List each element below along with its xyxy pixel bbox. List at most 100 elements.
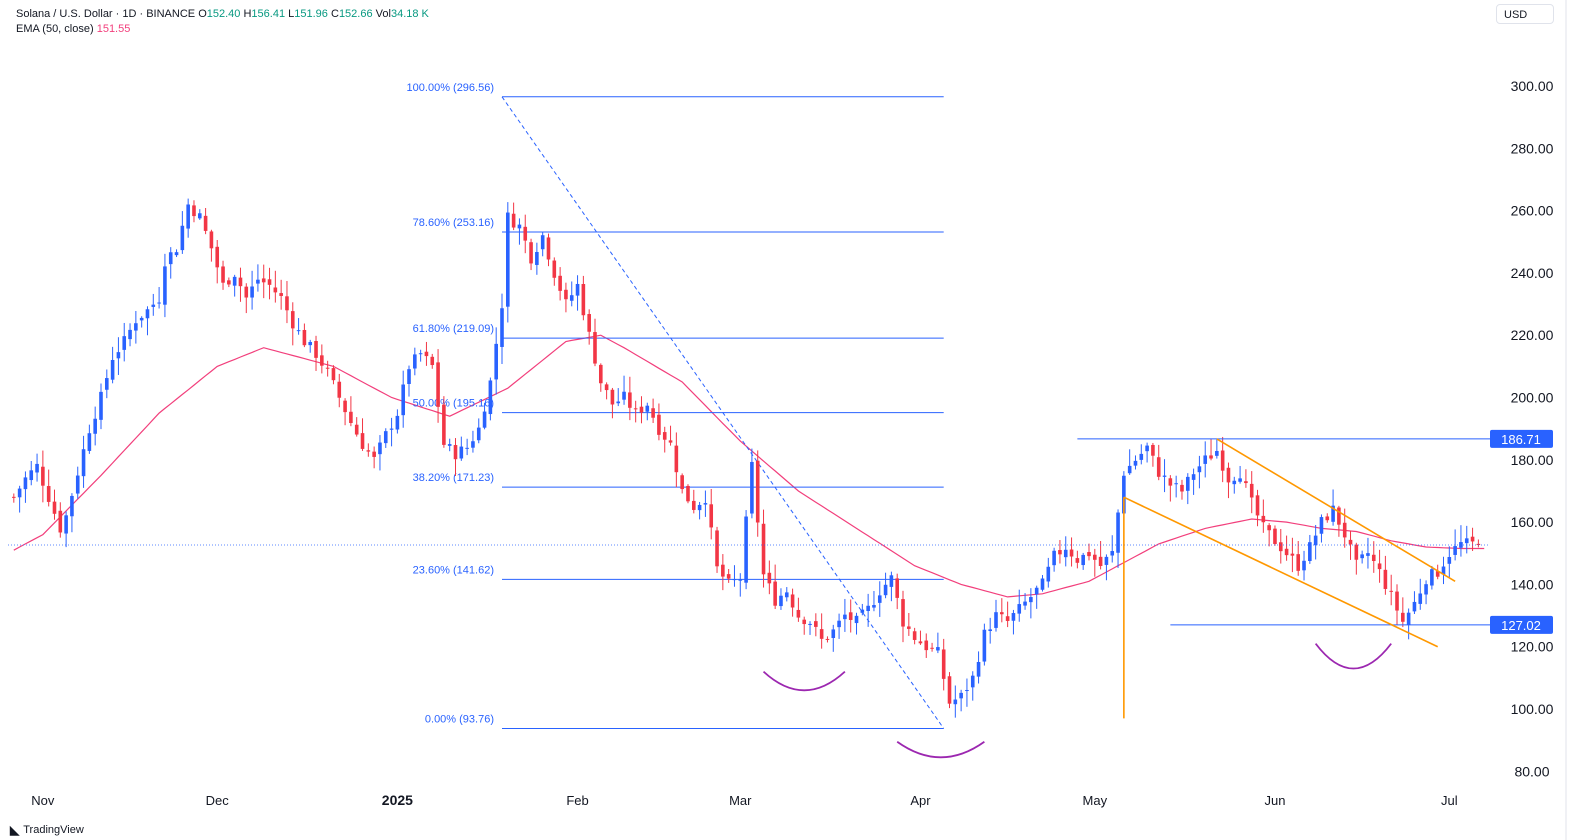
candle-body <box>1249 483 1254 498</box>
time-axis-tick: Jul <box>1441 793 1458 808</box>
candle-body <box>523 226 528 241</box>
candle-body <box>895 578 900 598</box>
candle-body <box>494 343 498 380</box>
candle-body <box>23 477 28 490</box>
candle-body <box>511 213 516 228</box>
candle-body <box>1023 601 1027 606</box>
candle-body <box>122 336 127 350</box>
candle-body <box>1145 445 1149 452</box>
candle-body <box>366 450 371 452</box>
candle-body <box>1313 535 1318 546</box>
candle-body <box>1174 483 1178 485</box>
candle-body <box>221 266 225 283</box>
candle-body <box>1389 590 1394 592</box>
candle-body <box>1104 556 1109 565</box>
candle-body <box>1284 548 1289 556</box>
candle-body <box>1401 612 1405 622</box>
candle-body <box>529 242 533 264</box>
ema-indicator-label[interactable]: EMA (50, close) <box>16 23 94 35</box>
candle-body <box>320 355 324 366</box>
candle-body <box>639 406 644 413</box>
candle-body <box>459 446 464 459</box>
candle-body <box>110 359 115 380</box>
candle-body <box>854 615 859 624</box>
candle-body <box>1058 550 1062 555</box>
candle-body <box>203 215 208 231</box>
candle-body <box>296 330 301 332</box>
time-axis-tick: Nov <box>31 793 55 808</box>
candle-body <box>360 433 365 449</box>
candle-body <box>773 581 777 606</box>
candle-body <box>1273 528 1277 544</box>
candle-body <box>651 408 655 418</box>
open-label: O <box>198 8 207 20</box>
candle-body <box>517 224 522 229</box>
candle-body <box>1203 455 1208 464</box>
candle-body <box>1278 542 1283 552</box>
symbol-title[interactable]: Solana / U.S. Dollar · 1D · BINANCE <box>16 8 196 20</box>
candle-body <box>1133 460 1138 466</box>
candle-body <box>1337 507 1341 525</box>
candle-body <box>1261 515 1266 523</box>
candle-body <box>1418 593 1423 604</box>
wedge-lower-line <box>1123 496 1439 648</box>
candle-body <box>883 584 888 596</box>
candle-body <box>1127 465 1132 474</box>
candle-body <box>1366 553 1370 556</box>
candle-body <box>453 445 458 460</box>
candle-body <box>604 384 609 391</box>
time-axis-tick: Dec <box>206 793 230 808</box>
candle-body <box>1087 552 1091 557</box>
candle-body <box>564 289 568 300</box>
candle-body <box>1052 550 1056 566</box>
candle-body <box>930 647 934 649</box>
candle-body <box>872 605 876 608</box>
candle-body <box>337 381 342 398</box>
time-axis-tick: Apr <box>910 793 931 808</box>
candle-body <box>471 441 475 448</box>
time-axis-tick: Mar <box>729 793 752 808</box>
tradingview-brand-text: TradingView <box>23 824 84 836</box>
candle-body <box>192 205 196 217</box>
candle-body <box>180 225 185 251</box>
candle-body <box>715 530 719 567</box>
candle-body <box>1354 544 1359 560</box>
candle-body <box>1092 554 1097 560</box>
candle-body <box>488 380 493 415</box>
candle-body <box>540 235 545 250</box>
candle-body <box>1156 457 1161 477</box>
candle-body <box>1122 475 1126 514</box>
candle-body <box>1098 556 1103 567</box>
candle-body <box>209 231 214 249</box>
candle-body <box>976 661 981 677</box>
candle-body <box>261 278 266 283</box>
low-value: 151.96 <box>294 8 328 20</box>
candle-body <box>598 364 603 384</box>
candle-body <box>988 629 992 632</box>
candle-body <box>75 475 80 494</box>
candle-body <box>1180 484 1184 492</box>
candle-body <box>959 692 963 699</box>
candle-body <box>814 621 818 627</box>
price-axis-tick: 260.00 <box>1511 203 1554 219</box>
currency-button[interactable]: USD <box>1496 4 1554 24</box>
candle-body <box>1215 450 1219 456</box>
candle-body <box>843 614 847 620</box>
rounded-bottom-arc <box>1314 643 1392 670</box>
candle-body <box>569 295 574 301</box>
chart-legend: Solana / U.S. Dollar · 1D · BINANCE O152… <box>16 7 429 37</box>
candle-body <box>802 619 807 625</box>
candle-body <box>256 279 260 284</box>
candle-body <box>87 433 92 451</box>
candle-body <box>273 287 278 293</box>
candle-body <box>1116 512 1120 553</box>
candle-body <box>1424 584 1428 595</box>
price-axis-tick: 220.00 <box>1511 327 1554 343</box>
candle-body <box>1383 569 1388 589</box>
candle-body <box>506 212 510 307</box>
tradingview-brand[interactable]: ◣ TradingView <box>10 823 84 837</box>
candle-body <box>93 418 97 434</box>
candle-body <box>64 515 68 534</box>
candle-body <box>1191 474 1196 480</box>
